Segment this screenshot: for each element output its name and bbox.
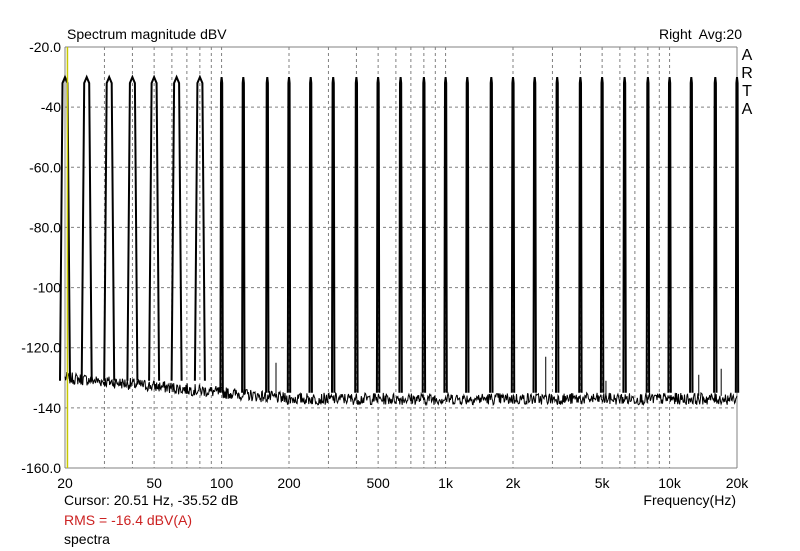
rms-readout: RMS = -16.4 dBV(A) (64, 512, 192, 528)
tone-peak (510, 77, 516, 393)
y-tick-label: -60.0 (29, 159, 61, 175)
noise-floor-trace (64, 371, 738, 407)
spectrum-trace (59, 74, 740, 407)
tone-peak (421, 77, 427, 393)
arta-letter: A (741, 47, 753, 64)
tone-peak (713, 77, 718, 393)
tone-peak (148, 74, 161, 381)
x-axis-label: Frequency(Hz) (643, 492, 736, 508)
channel-label: Right (658, 26, 692, 42)
y-tick-label: -160.0 (21, 460, 61, 476)
tone-peak (265, 77, 270, 393)
x-tick-label: 2k (506, 475, 522, 491)
tone-peak (443, 77, 448, 393)
y-tick-label: -20.0 (29, 39, 61, 55)
x-tick-label: 5k (595, 475, 611, 491)
y-tick-label: -40 (41, 99, 61, 115)
tone-peak (170, 74, 183, 381)
tone-peak (667, 77, 672, 393)
y-tick-label: -80.0 (29, 219, 61, 235)
x-tick-label: 100 (210, 475, 234, 491)
tone-peak (331, 77, 336, 393)
y-tick-label: -120.0 (21, 340, 61, 356)
tone-peak (532, 77, 537, 393)
tone-peak (622, 77, 627, 393)
arta-letter: A (741, 101, 753, 118)
tone-peak (219, 77, 224, 393)
tone-peak (286, 77, 292, 393)
tone-peak (126, 74, 139, 381)
x-tick-label: 50 (146, 475, 162, 491)
tone-peak (80, 74, 93, 381)
y-tick-label: -100 (33, 280, 61, 296)
chart-title: Spectrum magnitude dBV (67, 26, 227, 42)
y-tick-label: -140 (33, 400, 61, 416)
arta-logo: A R T A (740, 47, 754, 119)
arta-letter: R (741, 65, 753, 82)
x-tick-label: 500 (366, 475, 390, 491)
tone-peak (308, 77, 313, 393)
tone-peak (689, 77, 694, 393)
tone-peak (599, 77, 605, 393)
tone-peak (193, 74, 206, 381)
tone-peak (555, 77, 560, 393)
x-tick-label: 20k (726, 475, 750, 491)
x-tick-label: 20 (57, 475, 73, 491)
tone-peak (489, 77, 494, 393)
x-tick-label: 1k (438, 475, 454, 491)
mode-label: spectra (64, 531, 110, 547)
tone-peak (375, 77, 381, 393)
x-tick-label: 200 (277, 475, 301, 491)
tone-peak (103, 74, 116, 381)
tone-peak (59, 74, 71, 381)
tone-peak (465, 77, 470, 393)
channel-avg-label: Right Avg:20 (659, 26, 742, 42)
tone-peak (354, 77, 359, 393)
x-axis-tick-labels: 20 50 100 200 500 1k 2k 5k 10k 20k (57, 475, 749, 491)
arta-letter: T (742, 83, 752, 100)
tone-peak (398, 77, 403, 393)
avg-label: Avg:20 (698, 26, 742, 42)
tone-peak (241, 77, 246, 393)
tone-peak (734, 77, 740, 393)
cursor-readout: Cursor: 20.51 Hz, -35.52 dB (64, 492, 239, 508)
x-tick-label: 10k (658, 475, 682, 491)
tone-peak (645, 77, 651, 393)
tone-peak (578, 77, 583, 393)
y-axis-tick-labels: -20.0 -40 -60.0 -80.0 -100 -120.0 -140 -160.0 (21, 39, 61, 476)
